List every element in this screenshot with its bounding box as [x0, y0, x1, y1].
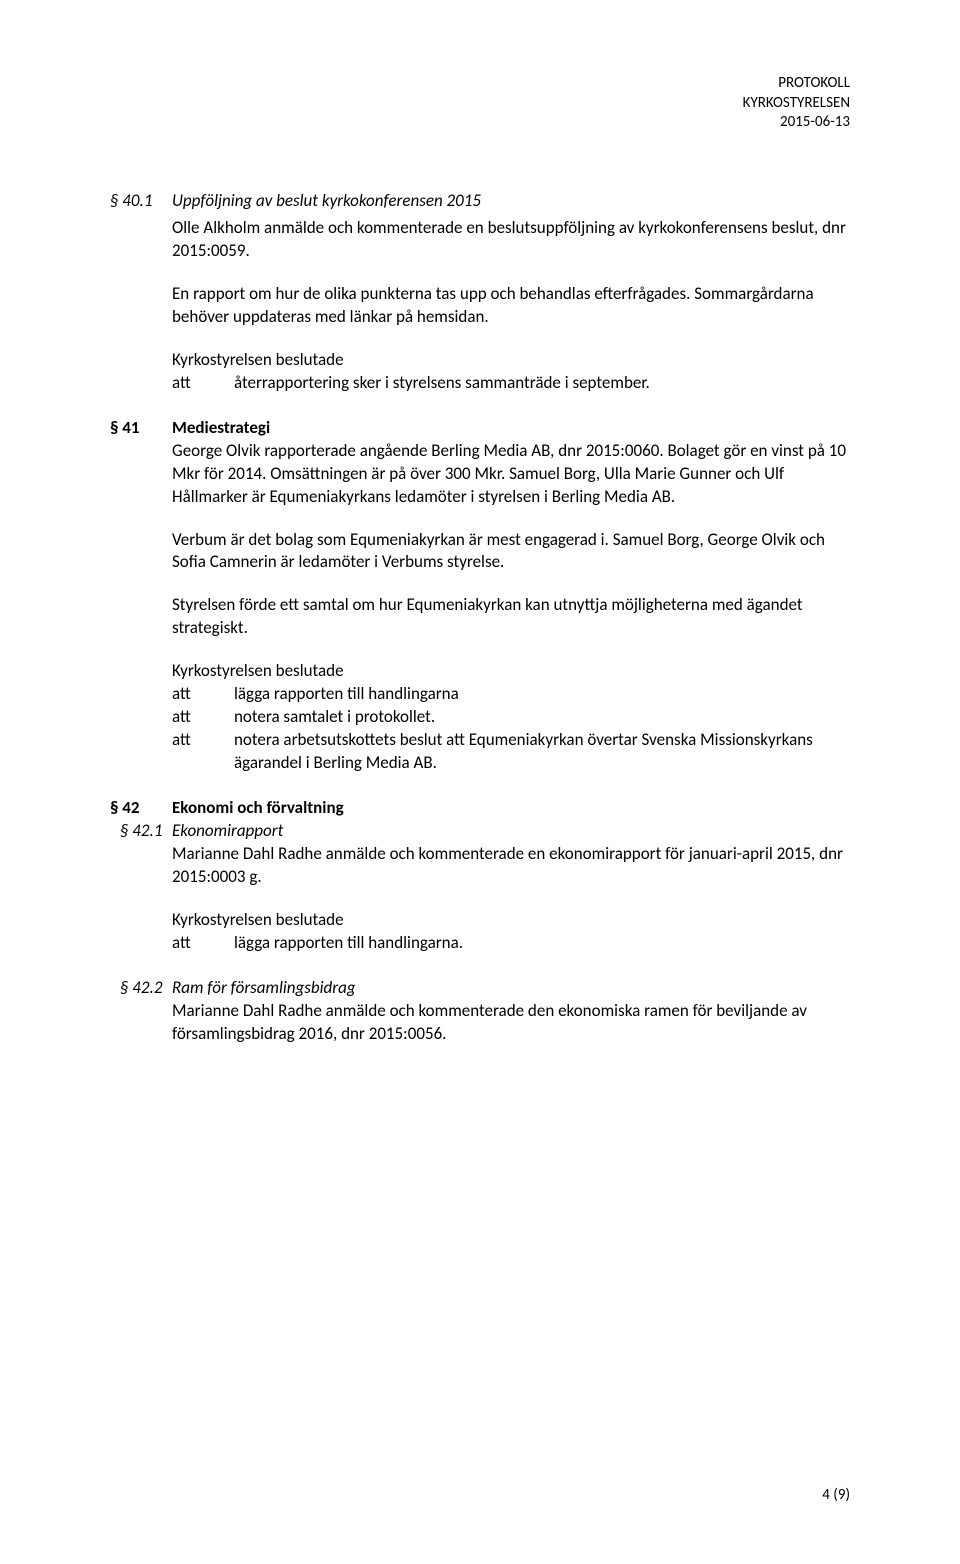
- para: Verbum är det bolag som Equmeniakyrkan ä…: [172, 529, 850, 575]
- decision-text: återrapportering sker i styrelsens samma…: [234, 372, 850, 395]
- decision-block: Kyrkostyrelsen beslutade att återrapport…: [110, 349, 850, 395]
- section-title: Uppföljning av beslut kyrkokonferensen 2…: [172, 190, 481, 211]
- decision-line: att lägga rapporten till handlingarna.: [172, 932, 850, 955]
- decision-block: Kyrkostyrelsen beslutade att lägga rappo…: [110, 660, 850, 775]
- section-num: § 42: [110, 797, 172, 818]
- para: Olle Alkholm anmälde och kommenterade en…: [172, 217, 850, 263]
- section-title: Ram för församlingsbidrag: [172, 977, 356, 998]
- section-heading-42-1: § 42.1 Ekonomirapport: [120, 820, 850, 841]
- decision-line: att notera arbetsutskottets beslut att E…: [172, 729, 850, 775]
- section-title: Ekonomi och förvaltning: [172, 797, 344, 818]
- section-heading-42: § 42 Ekonomi och förvaltning: [110, 797, 850, 818]
- section-heading-41: § 41 Mediestrategi: [110, 417, 850, 438]
- decision-intro: Kyrkostyrelsen beslutade: [172, 660, 850, 681]
- decision-att: att: [172, 932, 234, 955]
- decision-text: notera arbetsutskottets beslut att Equme…: [234, 729, 850, 775]
- header-line1: PROTOKOLL: [743, 74, 850, 94]
- para: Styrelsen förde ett samtal om hur Equmen…: [172, 594, 850, 640]
- section-num: § 40.1: [110, 190, 172, 211]
- decision-block: Kyrkostyrelsen beslutade att lägga rappo…: [110, 909, 850, 955]
- decision-line: att återrapportering sker i styrelsens s…: [172, 372, 850, 395]
- decision-intro: Kyrkostyrelsen beslutade: [172, 909, 850, 930]
- section-41: § 41 Mediestrategi George Olvik rapporte…: [110, 417, 850, 775]
- section-42-1: § 42.1 Ekonomirapport Marianne Dahl Radh…: [110, 820, 850, 955]
- header-line2: KYRKOSTYRELSEN: [743, 94, 850, 114]
- section-title: Ekonomirapport: [172, 820, 283, 841]
- page-number: 4 (9): [822, 1486, 850, 1504]
- para: Marianne Dahl Radhe anmälde och kommente…: [172, 1000, 850, 1046]
- decision-line: att lägga rapporten till handlingarna: [172, 683, 850, 706]
- decision-att: att: [172, 729, 234, 775]
- decision-text: lägga rapporten till handlingarna.: [234, 932, 850, 955]
- decision-intro: Kyrkostyrelsen beslutade: [172, 349, 850, 370]
- para: Marianne Dahl Radhe anmälde och kommente…: [172, 843, 850, 889]
- section-num: § 41: [110, 417, 172, 438]
- document-content: § 40.1 Uppföljning av beslut kyrkokonfer…: [110, 190, 850, 1046]
- decision-text: notera samtalet i protokollet.: [234, 706, 850, 729]
- header-meta: PROTOKOLL KYRKOSTYRELSEN 2015-06-13: [743, 74, 850, 133]
- header-line3: 2015-06-13: [743, 113, 850, 133]
- decision-att: att: [172, 706, 234, 729]
- decision-att: att: [172, 683, 234, 706]
- decision-att: att: [172, 372, 234, 395]
- section-num: § 42.1: [120, 820, 172, 841]
- section-40-1: § 40.1 Uppföljning av beslut kyrkokonfer…: [110, 190, 850, 395]
- section-title: Mediestrategi: [172, 417, 270, 438]
- decision-line: att notera samtalet i protokollet.: [172, 706, 850, 729]
- section-heading-40-1: § 40.1 Uppföljning av beslut kyrkokonfer…: [110, 190, 850, 211]
- section-heading-42-2: § 42.2 Ram för församlingsbidrag: [120, 977, 850, 998]
- section-42-2: § 42.2 Ram för församlingsbidrag Mariann…: [110, 977, 850, 1046]
- para: George Olvik rapporterade angående Berli…: [172, 440, 850, 509]
- decision-text: lägga rapporten till handlingarna: [234, 683, 850, 706]
- para: En rapport om hur de olika punkterna tas…: [172, 283, 850, 329]
- section-num: § 42.2: [120, 977, 172, 998]
